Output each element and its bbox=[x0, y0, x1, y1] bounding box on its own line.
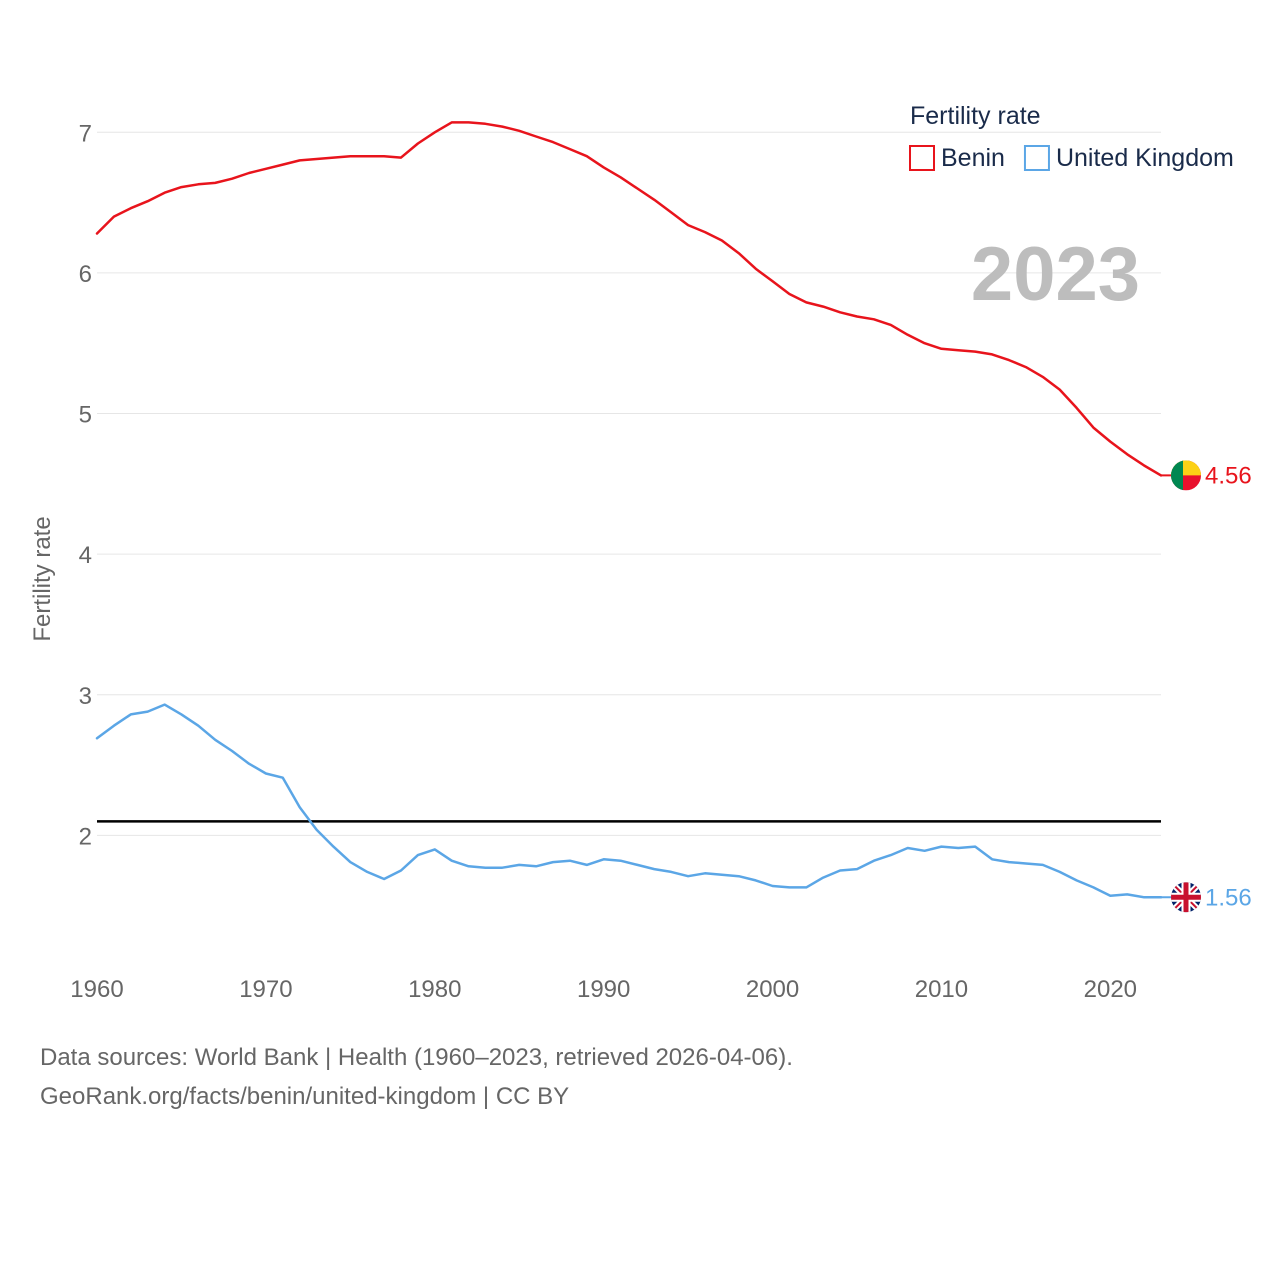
y-axis-ticks: 2 3 4 5 6 7 bbox=[79, 120, 92, 850]
legend-item: Benin bbox=[909, 144, 1005, 172]
x-tick-label: 1960 bbox=[70, 976, 123, 1003]
series-lines bbox=[95, 121, 1163, 899]
x-tick-label: 2020 bbox=[1084, 976, 1137, 1003]
legend: Fertility rate Benin United Kingdom bbox=[909, 102, 1234, 172]
united-kingdom-flag-icon bbox=[1171, 882, 1201, 913]
gridlines bbox=[97, 131, 1161, 836]
legend-label: United Kingdom bbox=[1056, 144, 1234, 172]
y-tick-label: 5 bbox=[79, 402, 92, 429]
y-tick-label: 4 bbox=[79, 542, 92, 569]
series-line-benin bbox=[95, 121, 1163, 477]
end-value-label: 4.56 bbox=[1205, 462, 1252, 489]
benin-flag-icon bbox=[1171, 460, 1201, 491]
y-tick-label: 7 bbox=[79, 120, 92, 147]
legend-item: United Kingdom bbox=[1023, 144, 1234, 172]
y-tick-label: 6 bbox=[79, 261, 92, 288]
data-source-note: Data sources: World Bank | Health (1960–… bbox=[40, 1044, 793, 1071]
y-axis-label: Fertility rate bbox=[29, 516, 56, 641]
legend-swatch bbox=[909, 145, 935, 171]
x-tick-label: 2010 bbox=[915, 976, 968, 1003]
credit-note: GeoRank.org/facts/benin/united-kingdom |… bbox=[40, 1083, 570, 1110]
legend-label: Benin bbox=[941, 144, 1005, 172]
y-tick-label: 2 bbox=[79, 823, 92, 850]
x-tick-label: 1980 bbox=[408, 976, 461, 1003]
x-tick-label: 1990 bbox=[577, 976, 630, 1003]
legend-swatch bbox=[1023, 145, 1050, 171]
end-value-label: 1.56 bbox=[1205, 884, 1252, 911]
series-end-markers: 4.56 1.56 bbox=[1161, 460, 1252, 913]
y-tick-label: 3 bbox=[79, 683, 92, 710]
x-tick-label: 2000 bbox=[746, 976, 799, 1003]
legend-title: Fertility rate bbox=[910, 102, 1041, 130]
fertility-rate-chart: 2 3 4 5 6 7 1960 1970 1980 1990 2000 2010 2020 2023… bbox=[29, 102, 1252, 1003]
x-tick-label: 1970 bbox=[239, 976, 292, 1003]
series-line-united-kingdom bbox=[95, 703, 1163, 899]
x-axis-ticks: 1960 1970 1980 1990 2000 2010 2020 bbox=[70, 976, 1137, 1003]
current-year-label: 2023 bbox=[971, 232, 1140, 317]
